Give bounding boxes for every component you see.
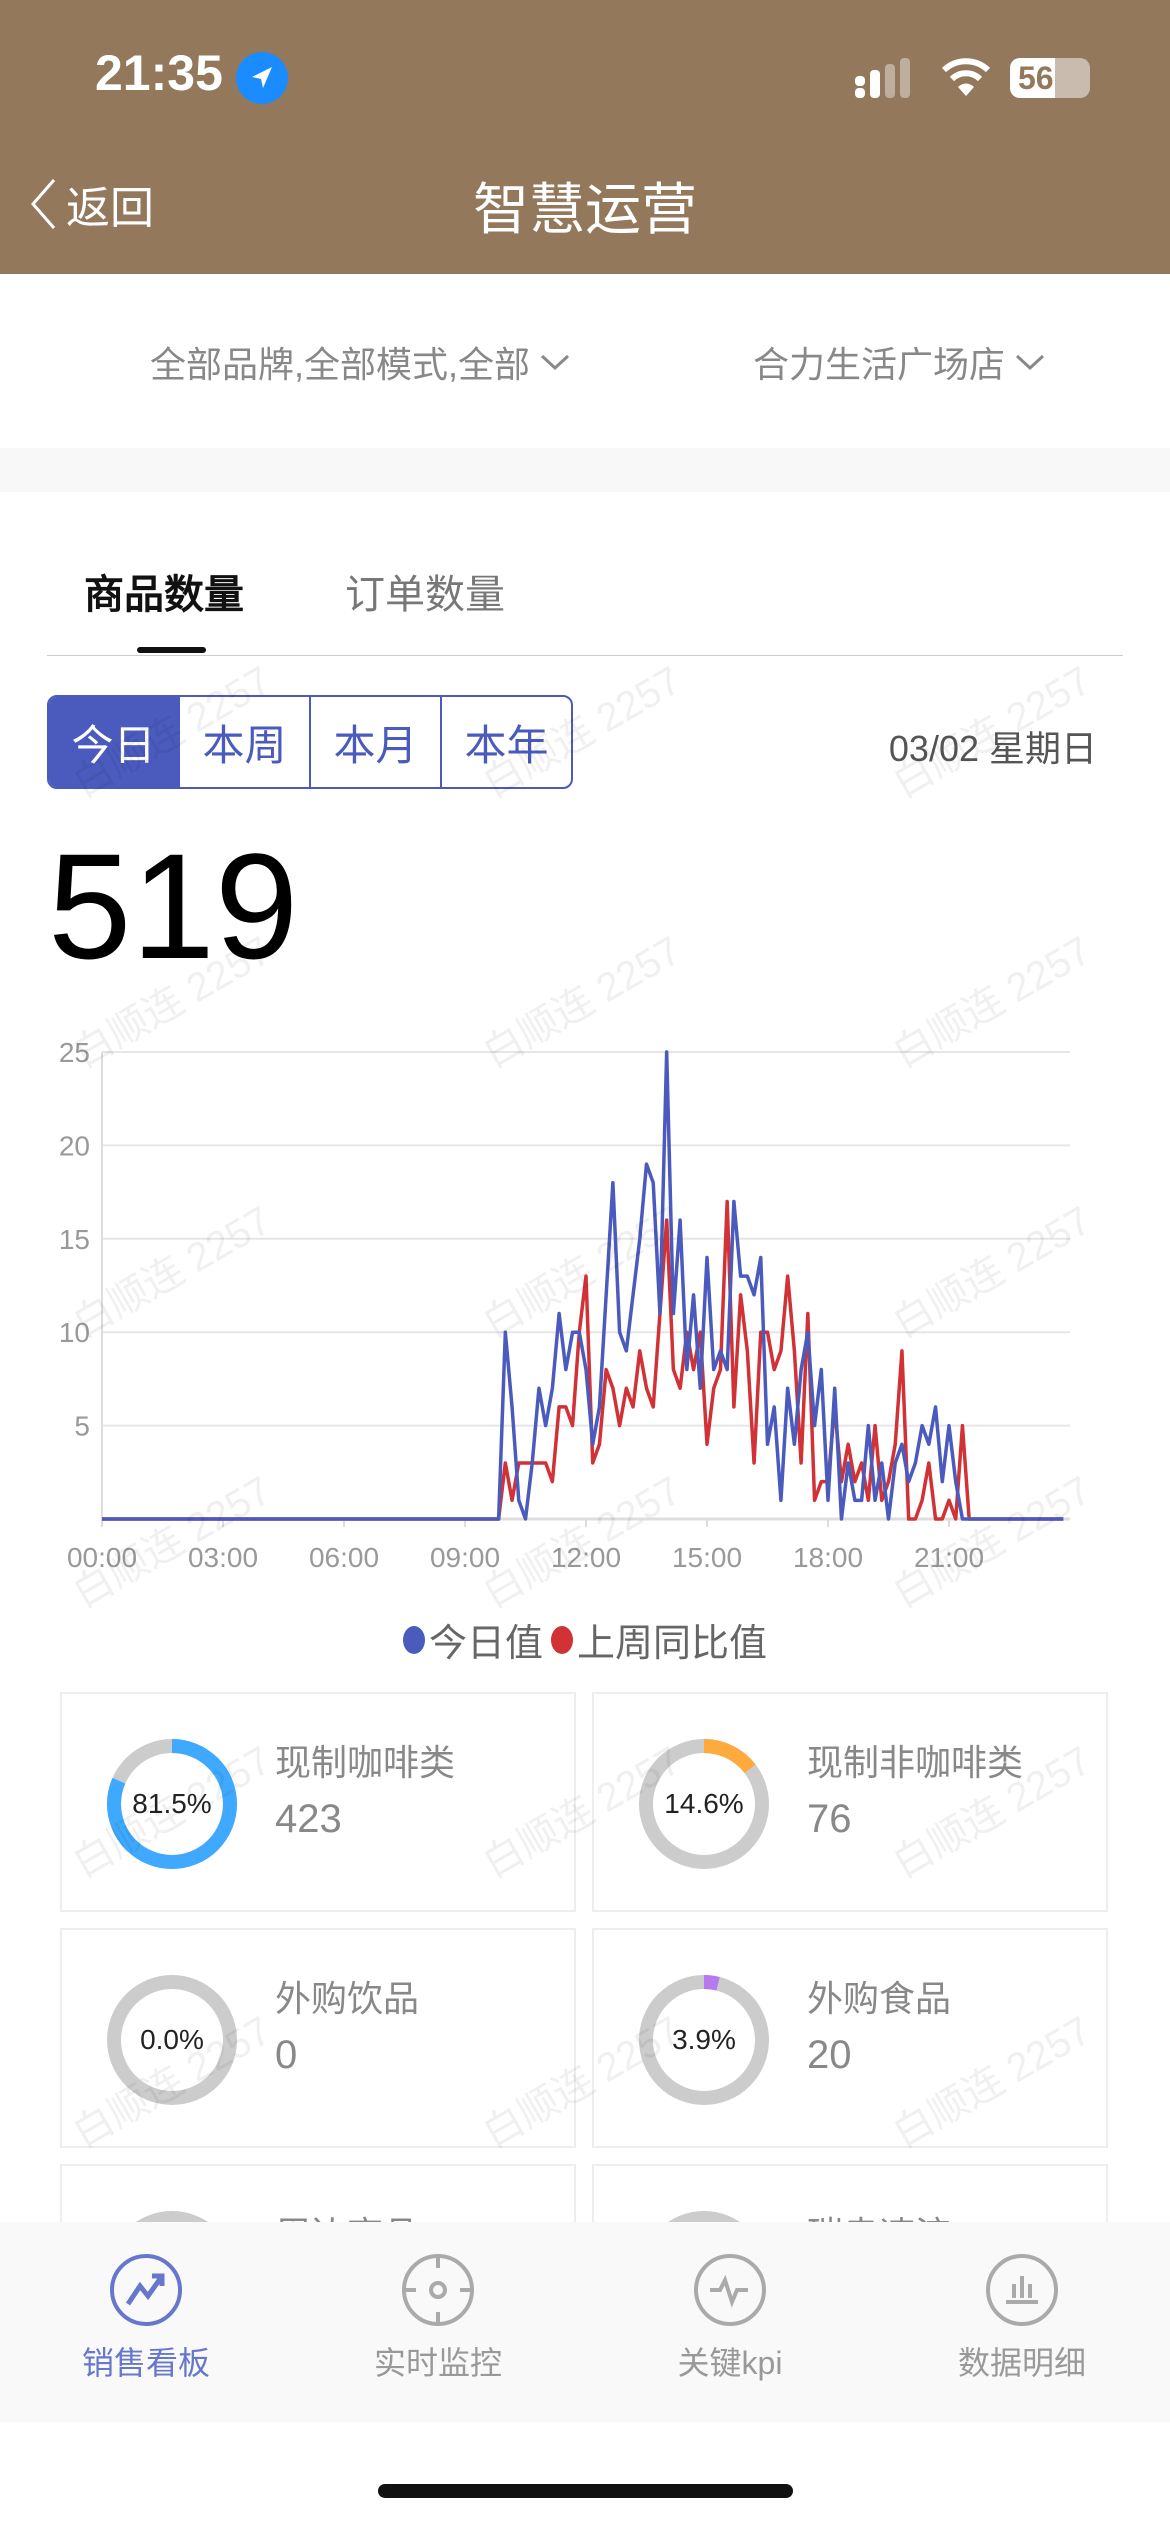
tab-data-details[interactable]: 数据明细 — [876, 2222, 1168, 2422]
store-filter-label: 合力生活广场店 — [753, 344, 1006, 385]
donut-chart — [639, 1739, 769, 1869]
category-name: 外购食品 — [807, 1978, 952, 2019]
tab-label: 销售看板 — [81, 2345, 210, 2381]
period-year-button[interactable]: 本年 — [440, 697, 571, 787]
page-title: 智慧运营 — [473, 178, 697, 241]
tab-label: 关键kpi — [677, 2345, 783, 2381]
category-card[interactable]: 81.5% 现制咖啡类 423 — [60, 1692, 576, 1912]
y-tick-label: 5 — [74, 1411, 90, 1442]
category-percent: 14.6% — [664, 1788, 744, 1819]
bottom-tab-bar: 销售看板 实时监控 关键kpi 数据明细 — [0, 2222, 1170, 2422]
legend-dot-today — [402, 1625, 425, 1654]
target-icon — [402, 2254, 474, 2326]
category-card[interactable]: 0.0% 外购饮品 0 — [60, 1928, 576, 2148]
total-count: 519 — [48, 822, 299, 990]
battery-level: 56 — [1018, 60, 1054, 96]
bar-chart-icon — [986, 2254, 1058, 2326]
trend-up-icon — [110, 2254, 182, 2326]
category-value: 423 — [275, 1797, 342, 1841]
back-label: 返回 — [66, 184, 154, 233]
tab-divider — [47, 655, 1123, 656]
signal-icon — [855, 58, 910, 98]
donut-fill — [639, 1739, 769, 1869]
donut-chart — [107, 1975, 237, 2105]
chevron-left-icon — [31, 179, 56, 229]
pulse-icon — [694, 2254, 766, 2326]
home-indicator[interactable] — [378, 2484, 793, 2498]
period-selector: 今日 本周 本月 本年 — [47, 695, 573, 789]
tab-realtime-monitor[interactable]: 实时监控 — [292, 2222, 584, 2422]
category-percent: 0.0% — [140, 2024, 204, 2055]
category-value: 0 — [275, 2033, 298, 2077]
category-name: 外购饮品 — [275, 1978, 420, 2019]
tab-order-count[interactable]: 订单数量 — [345, 573, 505, 617]
donut-track — [107, 1975, 237, 2105]
category-percent: 81.5% — [132, 1788, 212, 1819]
section-divider — [0, 448, 1170, 492]
donut-fill — [107, 1739, 237, 1869]
x-tick-label: 18:00 — [793, 1542, 863, 1573]
line-chart: 5 10 15 20 25 00:00 03:00 06:00 09:00 12:00 15:00 1… — [59, 1037, 1070, 1573]
tab-label: 数据明细 — [957, 2345, 1086, 2381]
category-name: 现制咖啡类 — [275, 1742, 456, 1783]
category-name: 现制非咖啡类 — [807, 1742, 1024, 1783]
tab-label: 实时监控 — [373, 2345, 502, 2381]
tab-sales-dashboard[interactable]: 销售看板 — [0, 2222, 292, 2422]
donut-chart — [107, 1739, 237, 1869]
legend-lastweek[interactable]: 上周同比值 — [577, 1623, 768, 1665]
chevron-down-icon — [540, 354, 570, 371]
category-percent: 3.9% — [672, 2024, 736, 2055]
legend-dot-lastweek — [551, 1625, 573, 1654]
current-date: 03/02 星期日 — [888, 728, 1097, 769]
status-time: 21:35 — [95, 45, 223, 101]
category-card[interactable]: 3.9% 外购食品 20 — [592, 1928, 1108, 2148]
donut-chart — [639, 1975, 769, 2105]
series-line-lastweek — [102, 1199, 1064, 1521]
period-today-button[interactable]: 今日 — [49, 697, 178, 787]
series-line-today — [102, 1050, 1064, 1521]
wifi-icon — [941, 58, 991, 96]
x-tick-label: 12:00 — [551, 1542, 621, 1573]
x-tick-label: 09:00 — [430, 1542, 500, 1573]
y-tick-label: 10 — [59, 1317, 90, 1348]
category-card[interactable]: 14.6% 现制非咖啡类 76 — [592, 1692, 1108, 1912]
category-value: 20 — [807, 2033, 852, 2077]
y-tick-label: 20 — [59, 1130, 90, 1161]
chart-legend: 今日值 上周同比值 — [0, 1612, 1170, 1667]
active-tab-indicator — [137, 647, 206, 653]
chevron-down-icon — [1015, 354, 1045, 371]
legend-today[interactable]: 今日值 — [428, 1623, 543, 1665]
donut-fill — [639, 1975, 769, 2105]
brand-filter-label: 全部品牌,全部模式,全部 — [150, 344, 531, 385]
store-filter-dropdown[interactable]: 合力生活广场店 — [753, 336, 1045, 388]
battery-icon: 56 — [1010, 58, 1090, 98]
y-tick-label: 15 — [59, 1224, 90, 1255]
period-month-button[interactable]: 本月 — [309, 697, 440, 787]
x-tick-label: 21:00 — [914, 1542, 984, 1573]
tab-product-count[interactable]: 商品数量 — [84, 573, 244, 617]
brand-filter-dropdown[interactable]: 全部品牌,全部模式,全部 — [150, 336, 570, 388]
location-icon — [236, 52, 288, 104]
tab-key-kpi[interactable]: 关键kpi — [584, 2222, 876, 2422]
period-week-button[interactable]: 本周 — [178, 697, 309, 787]
category-value: 76 — [807, 1797, 852, 1841]
x-tick-label: 06:00 — [309, 1542, 379, 1573]
nav-header: 21:35 56 返回 智慧运营 — [0, 0, 1170, 274]
y-tick-label: 25 — [59, 1037, 90, 1068]
x-tick-label: 15:00 — [672, 1542, 742, 1573]
x-tick-label: 03:00 — [188, 1542, 258, 1573]
x-tick-label: 00:00 — [67, 1542, 137, 1573]
back-button[interactable]: 返回 — [28, 172, 154, 236]
